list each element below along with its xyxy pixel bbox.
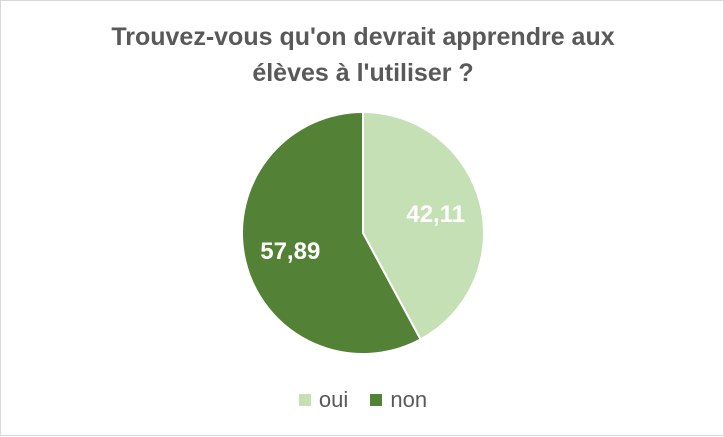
chart-title: Trouvez-vous qu'on devrait apprendre aux…: [1, 19, 724, 91]
legend-swatch-oui: [298, 393, 311, 406]
data-label-oui: 42,11: [406, 201, 465, 228]
pie-slice-oui: [362, 110, 485, 341]
legend-label-non: non: [390, 386, 428, 412]
legend-item-oui: oui: [298, 386, 349, 413]
legend-item-non: non: [370, 386, 427, 413]
legend-swatch-non: [370, 393, 383, 406]
data-label-non: 57,89: [260, 238, 320, 265]
pie-slice-non: [241, 110, 422, 355]
chart-title-line-1: Trouvez-vous qu'on devrait apprendre aux: [111, 23, 615, 51]
chart-title-line-2: élèves à l'utiliser ?: [252, 59, 474, 87]
legend-label-oui: oui: [318, 386, 349, 412]
chart-legend: oui non: [1, 385, 724, 413]
